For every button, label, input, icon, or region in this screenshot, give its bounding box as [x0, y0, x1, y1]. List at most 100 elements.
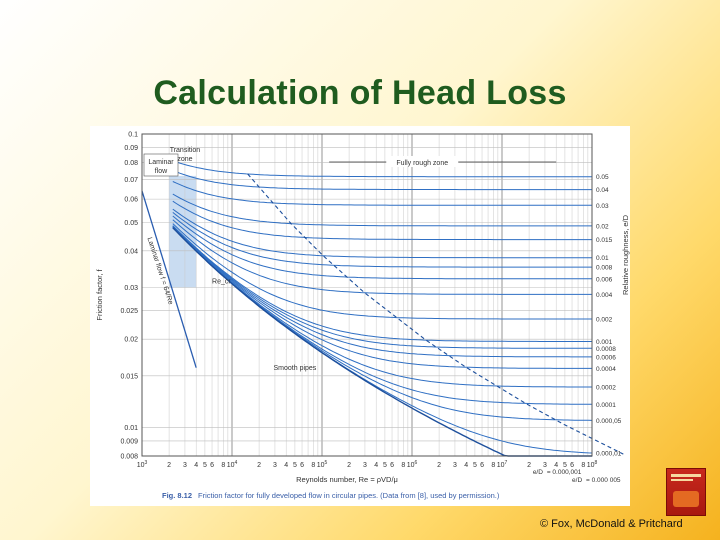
y-tick-label: 0.008	[120, 454, 138, 461]
x-decade-label: 103	[137, 460, 148, 469]
roughness-curve	[172, 193, 592, 227]
x-sub-tick-label: 5	[563, 462, 567, 469]
x-sub-tick-label: 6	[570, 462, 574, 469]
laminar-flow-label-1: Laminar	[148, 159, 174, 166]
x-sub-tick-label: 3	[183, 462, 187, 469]
figure-caption: Fig. 8.12 Friction factor for fully devel…	[162, 491, 499, 500]
copyright-text: © Fox, McDonald & Pritchard	[540, 518, 683, 530]
special-lines-group	[141, 173, 624, 455]
x-sub-tick-label: 5	[383, 462, 387, 469]
laminar-flow-box	[143, 153, 179, 177]
roughness-label: 0.0008	[596, 346, 616, 353]
smooth-pipes-label: Smooth pipes	[274, 365, 317, 372]
bottom-roughness-value: = 0.000,001	[547, 469, 582, 476]
fully-rough-label-bg	[386, 156, 459, 167]
roughness-label: 0.000,05	[596, 418, 622, 425]
roughness-label: 0.001	[596, 339, 613, 346]
re-critical-label: Re_cr	[212, 278, 231, 285]
x-sub-tick-label: 4	[194, 462, 198, 469]
y-tick-label: 0.015	[120, 373, 138, 380]
roughness-curve	[172, 170, 592, 191]
roughness-label: 0.05	[596, 174, 609, 181]
roughness-label: 0.000,01	[596, 451, 622, 458]
roughness-label: 0.0006	[596, 354, 616, 361]
x-sub-tick-label: 2	[347, 462, 351, 469]
x-sub-tick-label: 2	[527, 462, 531, 469]
roughness-label: 0.0002	[596, 385, 616, 392]
y-tick-label: 0.1	[128, 132, 138, 139]
roughness-label: 0.004	[596, 292, 613, 299]
y-axis-title: Friction factor, f	[95, 268, 104, 320]
roughness-label: 0.002	[596, 317, 613, 324]
book-title-bar	[671, 474, 701, 477]
x-sub-tick-label: 5	[203, 462, 207, 469]
x-sub-tick-label: 8	[581, 462, 585, 469]
roughness-label: 0.02	[596, 223, 609, 230]
y-tick-label: 0.08	[124, 160, 138, 167]
x-sub-tick-label: 4	[284, 462, 288, 469]
x-decade-label: 107	[497, 460, 508, 469]
book-subtitle-bar	[671, 479, 693, 481]
bottom-roughness-value: = 0.000 005	[586, 477, 621, 484]
x-sub-tick-label: 6	[480, 462, 484, 469]
x-sub-tick-label: 3	[543, 462, 547, 469]
x-sub-tick-label: 8	[221, 462, 225, 469]
roughness-label: 0.03	[596, 203, 609, 210]
x-sub-tick-label: 4	[554, 462, 558, 469]
roughness-label: 0.015	[596, 237, 613, 244]
x-sub-tick-label: 5	[293, 462, 297, 469]
y-tick-label: 0.05	[124, 220, 138, 227]
x-sub-tick-label: 8	[491, 462, 495, 469]
roughness-label: 0.0004	[596, 366, 616, 373]
x-decade-label: 108	[587, 460, 598, 469]
book-cover-thumbnail	[666, 468, 706, 516]
fully-rough-zone-label: Fully rough zone	[396, 160, 448, 167]
y-tick-label: 0.01	[124, 425, 138, 432]
x-sub-tick-label: 6	[390, 462, 394, 469]
x-sub-tick-label: 8	[311, 462, 315, 469]
roughness-curve	[172, 225, 592, 349]
plot-frame	[141, 133, 593, 457]
roughness-curve	[172, 226, 592, 388]
y-tick-label: 0.025	[120, 308, 138, 315]
x-decade-label: 104	[227, 460, 238, 469]
axes-group	[141, 133, 593, 457]
roughness-curve	[172, 226, 592, 369]
roughness-curve	[172, 181, 592, 206]
roughness-curve	[172, 160, 592, 178]
y-tick-label: 0.06	[124, 197, 138, 204]
caption-text: Friction factor for fully developed flow…	[198, 491, 500, 500]
x-sub-tick-label: 4	[464, 462, 468, 469]
transition-zone-label-2: zone	[177, 156, 192, 163]
bottom-roughness-prefix: e/D	[572, 477, 582, 484]
right-axis-title: Relative roughness, e/D	[621, 214, 630, 295]
x-axis-title: Reynolds number, Re = ρVD/μ	[296, 475, 398, 484]
roughness-curve	[172, 225, 592, 342]
x-sub-tick-label: 6	[210, 462, 214, 469]
y-tick-label: 0.03	[124, 285, 138, 292]
x-sub-tick-label: 2	[437, 462, 441, 469]
x-decade-label: 105	[317, 460, 328, 469]
caption-fig-number: Fig. 8.12	[162, 491, 193, 500]
x-sub-tick-label: 4	[374, 462, 378, 469]
x-sub-tick-label: 3	[363, 462, 367, 469]
roughness-label: 0.008	[596, 265, 613, 272]
moody-diagram: 0.10.090.080.070.060.050.040.030.0250.02…	[95, 132, 630, 485]
roughness-curve	[172, 223, 592, 320]
roughness-label: 0.01	[596, 255, 609, 262]
y-tick-label: 0.02	[124, 337, 138, 344]
roughness-curve	[172, 208, 592, 259]
roughness-curve	[172, 219, 592, 295]
y-tick-label: 0.09	[124, 145, 138, 152]
laminar-flow-label-2: flow	[155, 168, 168, 175]
moody-chart: 0.1 0.09 0.08 0.07 0.06 0.05 0.04 0.03 0.025 0.02…	[90, 126, 630, 506]
x-sub-tick-label: 6	[300, 462, 304, 469]
x-sub-tick-label: 3	[273, 462, 277, 469]
roughness-curve	[172, 215, 592, 280]
roughness-label: 0.04	[596, 187, 609, 194]
y-tick-label: 0.04	[124, 248, 138, 255]
x-sub-tick-label: 2	[257, 462, 261, 469]
x-sub-tick-label: 5	[473, 462, 477, 469]
y-tick-label: 0.07	[124, 177, 138, 184]
slide-title: Calculation of Head Loss	[153, 74, 567, 112]
